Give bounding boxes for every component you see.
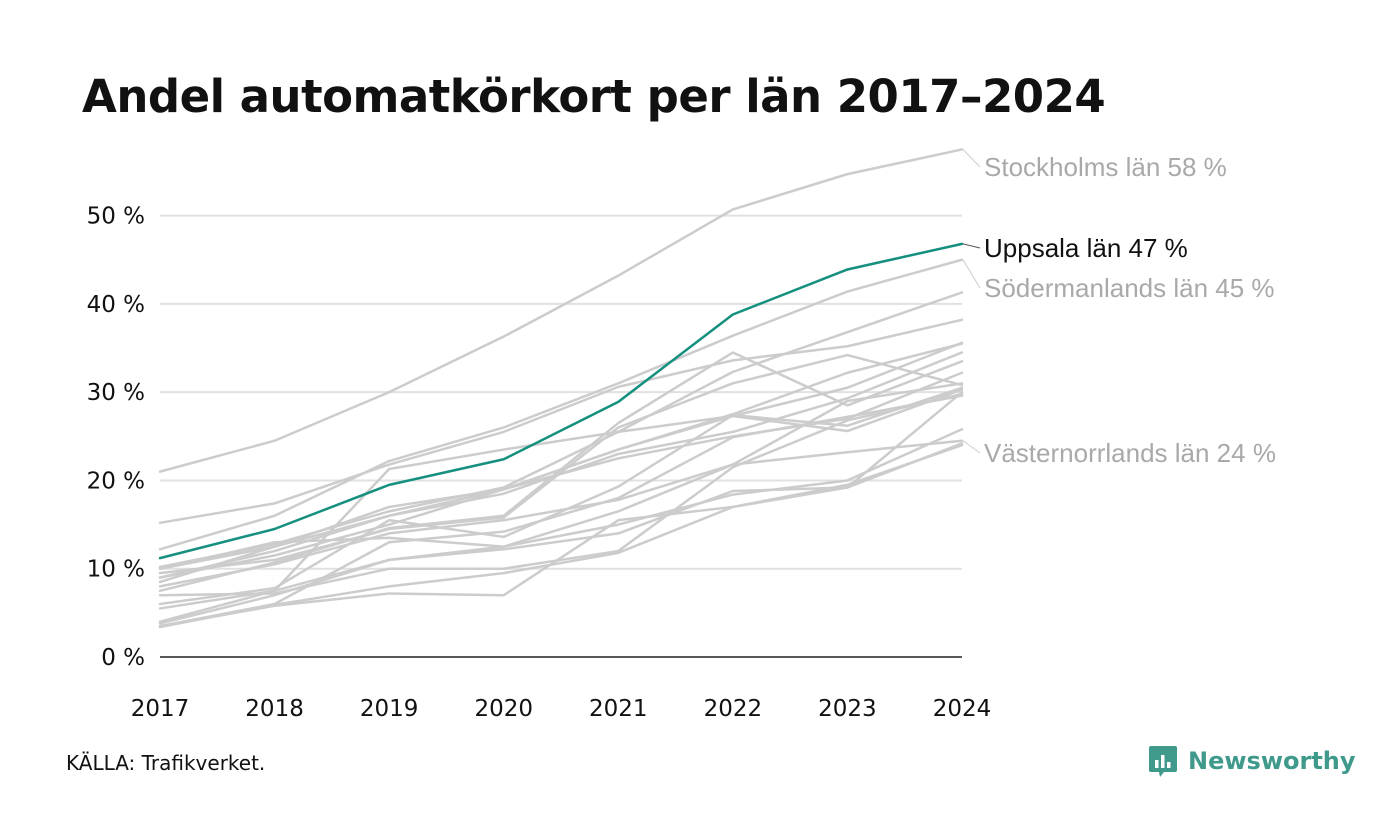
x-tick-label: 2018 — [245, 696, 304, 722]
x-tick-label: 2023 — [818, 696, 877, 722]
bar-chart-icon — [1149, 746, 1177, 777]
label-leader-line — [962, 149, 981, 168]
series-line — [158, 443, 964, 628]
x-tick-label: 2022 — [704, 696, 763, 722]
x-tick-label: 2021 — [589, 696, 648, 722]
label-leader-line — [962, 259, 981, 289]
y-tick-label: 40 % — [87, 292, 145, 318]
series-line — [158, 386, 964, 606]
series-line — [158, 382, 964, 570]
chart-title: Andel automatkörkort per län 2017–2024 — [82, 70, 1106, 123]
y-tick-label: 50 % — [87, 204, 145, 230]
series-line — [158, 392, 964, 597]
series-line-highlight — [158, 242, 964, 560]
brand-logo: Newsworthy — [1148, 744, 1356, 778]
series-end-label: Uppsala län 47 % — [984, 233, 1188, 263]
brand-name: Newsworthy — [1188, 747, 1356, 775]
x-tick-label: 2019 — [360, 696, 419, 722]
series-line — [158, 442, 964, 629]
series-line — [158, 394, 964, 628]
y-tick-label: 20 % — [87, 468, 145, 494]
series-line — [158, 351, 964, 593]
label-leader-line — [962, 243, 981, 249]
x-tick-label: 2024 — [933, 696, 992, 722]
series-end-label: Södermanlands län 45 % — [984, 273, 1275, 303]
series-line — [158, 148, 964, 473]
y-tick-label: 0 % — [101, 645, 145, 671]
series-line — [158, 318, 964, 525]
series-end-label: Stockholms län 58 % — [984, 152, 1227, 182]
series-line — [158, 439, 964, 588]
source-note: KÄLLA: Trafikverket. — [66, 751, 266, 775]
y-tick-label: 30 % — [87, 380, 145, 406]
series-line — [158, 427, 964, 610]
x-tick-label: 2017 — [131, 696, 190, 722]
series-line — [158, 291, 964, 569]
series-line — [158, 258, 964, 551]
label-leader-line — [962, 440, 981, 454]
series-line — [158, 353, 964, 575]
y-tick-label: 10 % — [87, 557, 145, 583]
x-tick-label: 2020 — [474, 696, 533, 722]
series-end-label: Västernorrlands län 24 % — [984, 438, 1276, 468]
